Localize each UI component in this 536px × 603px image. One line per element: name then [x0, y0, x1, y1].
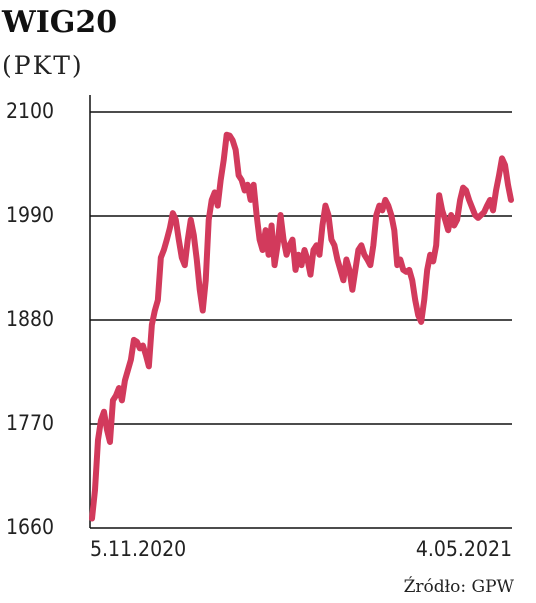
y-tick-label: 1660	[6, 515, 54, 539]
y-tick-label: 1770	[6, 411, 54, 435]
chart-subtitle: (PKT)	[2, 51, 84, 80]
y-tick-label: 1880	[6, 307, 54, 331]
y-tick-label: 2100	[6, 99, 54, 123]
chart-title: WIG20	[1, 5, 117, 40]
line	[89, 131, 514, 522]
x-tick-label: 4.05.2021	[416, 537, 512, 561]
source: Źródło: GPW	[404, 576, 515, 597]
y-tick-label: 1990	[6, 203, 54, 227]
x-tick-label: 5.11.2020	[90, 537, 186, 561]
